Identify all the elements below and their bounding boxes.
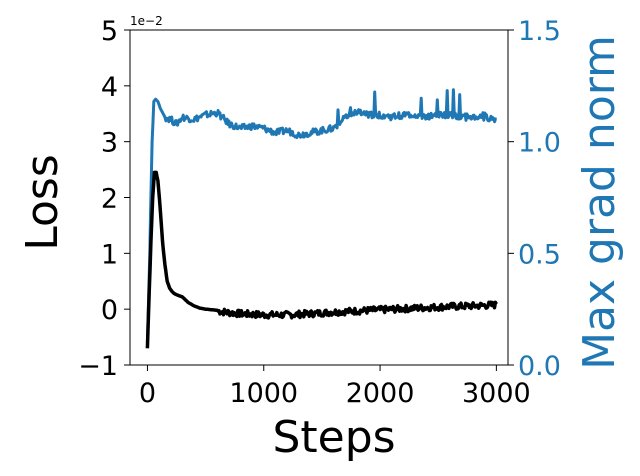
x-tick-label: 3000: [462, 378, 531, 409]
y-offset-label: 1e−2: [130, 14, 163, 28]
y-tick-label: −1: [78, 351, 118, 382]
y2-tick-label: 0.5: [518, 239, 561, 270]
y-tick-label: 1: [101, 239, 118, 270]
y-axis-left: −1 0 1 2 3 4 5: [78, 16, 130, 382]
y2-tick-label: 1.5: [518, 16, 561, 47]
series-max-grad-norm: [145, 88, 498, 343]
series-loss: [145, 170, 498, 349]
y2-axis-title: Max grad norm: [574, 35, 625, 370]
loss-line: [145, 170, 498, 349]
grad-norm-line: [145, 88, 498, 343]
x-tick-label: 1000: [229, 378, 298, 409]
x-axis-title: Steps: [272, 412, 395, 463]
y-tick-label: 5: [101, 16, 118, 47]
y-axis-right: 0.0 0.5 1.0 1.5: [508, 16, 561, 382]
y-tick-label: 0: [101, 295, 118, 326]
y-tick-label: 4: [101, 72, 118, 103]
y-tick-label: 3: [101, 128, 118, 159]
x-tick-label: 0: [139, 378, 156, 409]
x-axis: 0 1000 2000 3000: [139, 365, 531, 409]
y-tick-label: 2: [101, 184, 118, 215]
y2-tick-label: 1.0: [518, 128, 561, 159]
y-axis-title: Loss: [17, 154, 68, 251]
y2-tick-label: 0.0: [518, 351, 561, 382]
x-tick-label: 2000: [346, 378, 415, 409]
